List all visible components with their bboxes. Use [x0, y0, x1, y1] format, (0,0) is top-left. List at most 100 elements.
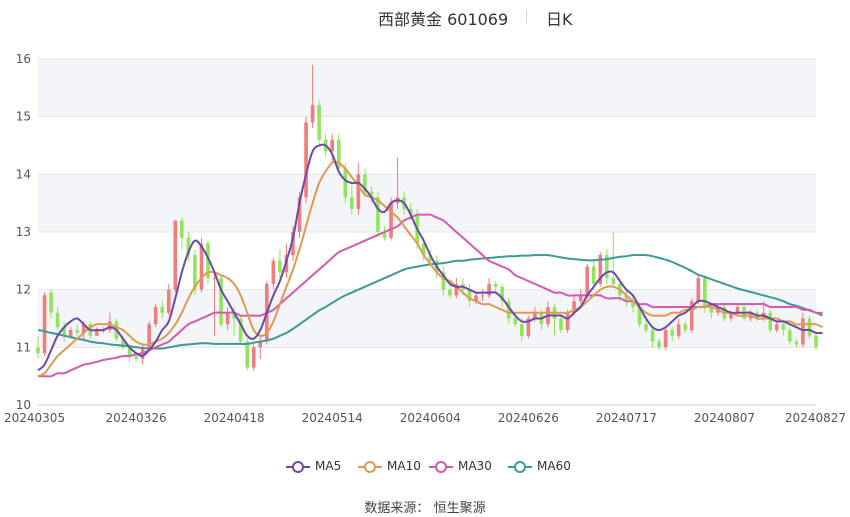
- candle-body: [526, 318, 531, 336]
- candle-down: [206, 240, 210, 284]
- grid-band: [38, 174, 816, 232]
- candle-body: [644, 324, 648, 331]
- candle-down: [631, 295, 635, 313]
- candle-body: [794, 341, 799, 345]
- candle-body: [729, 312, 733, 319]
- candle-body: [173, 220, 178, 290]
- candle-body: [696, 278, 701, 302]
- candle-body: [637, 306, 642, 325]
- candle-body: [55, 312, 60, 328]
- candle-body: [108, 321, 112, 331]
- candle-down: [624, 289, 629, 307]
- candle-up: [480, 289, 485, 302]
- candle-down: [238, 315, 243, 345]
- legend-label: MA5: [315, 459, 342, 473]
- candle-up: [676, 318, 681, 339]
- candle-body: [49, 292, 53, 313]
- candle-down: [506, 298, 511, 325]
- candle-body: [467, 289, 472, 302]
- candle-down: [382, 226, 387, 241]
- candle-body: [493, 283, 498, 287]
- candle-body: [585, 266, 589, 296]
- candle-down: [657, 338, 661, 351]
- candle-up: [108, 312, 112, 333]
- candle-down: [670, 327, 674, 342]
- candle-body: [127, 347, 132, 356]
- candle-down: [160, 301, 165, 319]
- candle-down: [467, 283, 472, 307]
- candle-body: [598, 255, 603, 284]
- candle-body: [631, 301, 635, 307]
- candle-up: [166, 283, 171, 316]
- legend-marker-icon: [508, 461, 532, 473]
- candle-body: [245, 341, 250, 368]
- candle-body: [604, 255, 609, 279]
- candle-down: [278, 249, 282, 279]
- candle-body: [448, 289, 452, 296]
- candle-body: [408, 208, 413, 215]
- candle-body: [559, 318, 563, 331]
- candle-body: [369, 191, 374, 198]
- candle-down: [441, 266, 446, 296]
- legend-label: MA30: [458, 459, 492, 473]
- data-source-name: 恒生聚源: [433, 501, 486, 516]
- candle-body: [219, 278, 223, 325]
- candle-body: [591, 266, 596, 284]
- candle-up: [689, 298, 694, 333]
- candle-body: [81, 324, 86, 333]
- candle-up: [173, 220, 178, 293]
- candle-body: [186, 237, 191, 256]
- ma-line-ma10: [37, 160, 823, 378]
- candle-up: [271, 257, 276, 290]
- data-source: 数据来源： 恒生聚源: [0, 497, 850, 516]
- candle-body: [330, 139, 334, 152]
- candle-body: [774, 324, 779, 331]
- candle-body: [62, 327, 66, 336]
- candle-up: [310, 64, 315, 129]
- legend-label: MA10: [387, 459, 421, 473]
- candle-down: [180, 217, 184, 250]
- candle-down: [186, 232, 191, 261]
- candle-body: [389, 203, 393, 238]
- candle-body: [441, 272, 446, 290]
- candle-body: [670, 330, 674, 336]
- candle-down: [807, 315, 812, 339]
- candle-body: [363, 174, 367, 192]
- candle-body: [193, 255, 197, 290]
- candle-body: [650, 330, 655, 342]
- candle-body: [134, 355, 138, 359]
- candle-body: [376, 197, 380, 232]
- candle-body: [735, 306, 740, 313]
- candle-body: [291, 232, 295, 256]
- candle-down: [55, 306, 60, 331]
- candle-body: [474, 295, 478, 302]
- y-tick-label: 13: [16, 225, 31, 239]
- candle-body: [206, 243, 210, 279]
- candle-down: [49, 289, 53, 319]
- candle-body: [258, 341, 263, 348]
- x-axis: 20240305 20240326 20240418 20240514 20240604…: [4, 404, 846, 425]
- candle-body: [121, 338, 125, 348]
- x-tick-label: 20240827: [785, 411, 846, 425]
- candle-down: [604, 249, 609, 284]
- candle-up: [598, 252, 603, 287]
- candle-body: [278, 260, 282, 273]
- ma-lines: [37, 143, 823, 378]
- candle-body: [160, 306, 165, 313]
- candle-body: [310, 105, 315, 123]
- y-tick-label: 15: [16, 110, 31, 124]
- x-tick-label: 20240326: [106, 411, 167, 425]
- candle-down: [369, 185, 374, 204]
- candle-down: [363, 168, 367, 198]
- candle-down: [794, 338, 799, 348]
- candle-body: [814, 335, 818, 348]
- candle-body: [212, 278, 217, 280]
- candle-down: [350, 185, 354, 215]
- candle-up: [526, 315, 531, 339]
- candle-up: [774, 321, 779, 333]
- candle-down: [336, 133, 341, 175]
- candle-up: [487, 278, 491, 299]
- candle-body: [520, 324, 524, 336]
- candle-down: [493, 281, 498, 293]
